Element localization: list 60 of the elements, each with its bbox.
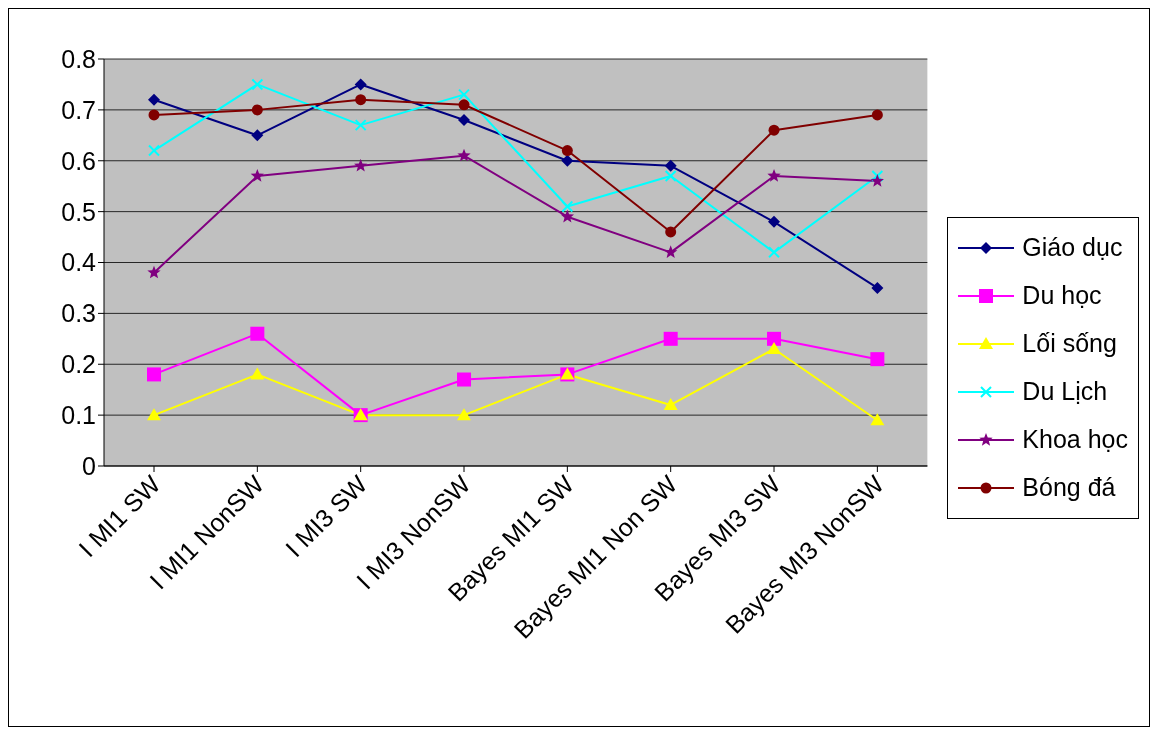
point bbox=[457, 148, 471, 162]
point bbox=[458, 114, 471, 127]
legend-label: Du Lịch bbox=[1022, 377, 1108, 406]
point bbox=[250, 326, 265, 341]
y-tick-label: 0.6 bbox=[61, 146, 96, 175]
point bbox=[768, 215, 781, 228]
point bbox=[871, 281, 884, 294]
point bbox=[457, 372, 472, 387]
y-tick-label: 0.5 bbox=[61, 197, 96, 226]
point bbox=[560, 209, 575, 223]
point bbox=[458, 88, 471, 101]
point bbox=[664, 159, 677, 172]
point bbox=[767, 341, 782, 354]
point bbox=[355, 94, 367, 106]
point bbox=[665, 226, 677, 238]
point bbox=[354, 158, 368, 172]
point bbox=[251, 104, 263, 116]
y-tick-label: 0.4 bbox=[61, 248, 97, 277]
point bbox=[561, 145, 573, 157]
point bbox=[250, 367, 265, 380]
point bbox=[870, 174, 885, 187]
point bbox=[148, 109, 160, 121]
x-tick-label: I MI3 SW bbox=[279, 469, 373, 563]
point bbox=[561, 154, 574, 167]
legend-label: Bóng đá bbox=[1022, 473, 1116, 502]
point bbox=[767, 331, 782, 346]
point bbox=[663, 397, 678, 410]
legend-label: Lối sống bbox=[1022, 329, 1117, 358]
y-tick-label: 0 bbox=[82, 451, 96, 480]
point bbox=[768, 246, 781, 259]
point bbox=[457, 408, 472, 421]
point bbox=[354, 119, 367, 132]
point bbox=[870, 352, 885, 367]
point bbox=[870, 413, 885, 426]
point bbox=[458, 99, 470, 111]
y-tick-label: 0.1 bbox=[61, 401, 96, 429]
point bbox=[664, 170, 677, 183]
point bbox=[768, 124, 780, 136]
point bbox=[147, 265, 161, 279]
point bbox=[664, 245, 678, 258]
point bbox=[147, 408, 161, 421]
point bbox=[354, 78, 367, 91]
y-tick-label: 0.2 bbox=[61, 350, 96, 379]
point bbox=[251, 78, 264, 91]
legend-label: Khoa học bbox=[1022, 425, 1128, 454]
point bbox=[250, 169, 264, 182]
point bbox=[148, 93, 160, 106]
point bbox=[251, 129, 264, 142]
point bbox=[663, 331, 678, 346]
point bbox=[148, 144, 160, 157]
point bbox=[147, 367, 161, 382]
point bbox=[871, 170, 884, 183]
legend-label: Du học bbox=[1022, 281, 1102, 310]
y-tick-label: 0.8 bbox=[61, 44, 96, 73]
point bbox=[767, 169, 781, 182]
point bbox=[871, 109, 883, 121]
y-tick-label: 0.3 bbox=[61, 299, 96, 328]
point bbox=[561, 200, 574, 213]
y-tick-label: 0.7 bbox=[61, 95, 96, 124]
legend-label: Giáo dục bbox=[1022, 233, 1123, 262]
